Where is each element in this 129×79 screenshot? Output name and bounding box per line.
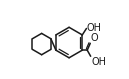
Text: OH: OH	[91, 57, 106, 67]
Text: OH: OH	[87, 23, 102, 33]
Text: O: O	[91, 33, 98, 43]
